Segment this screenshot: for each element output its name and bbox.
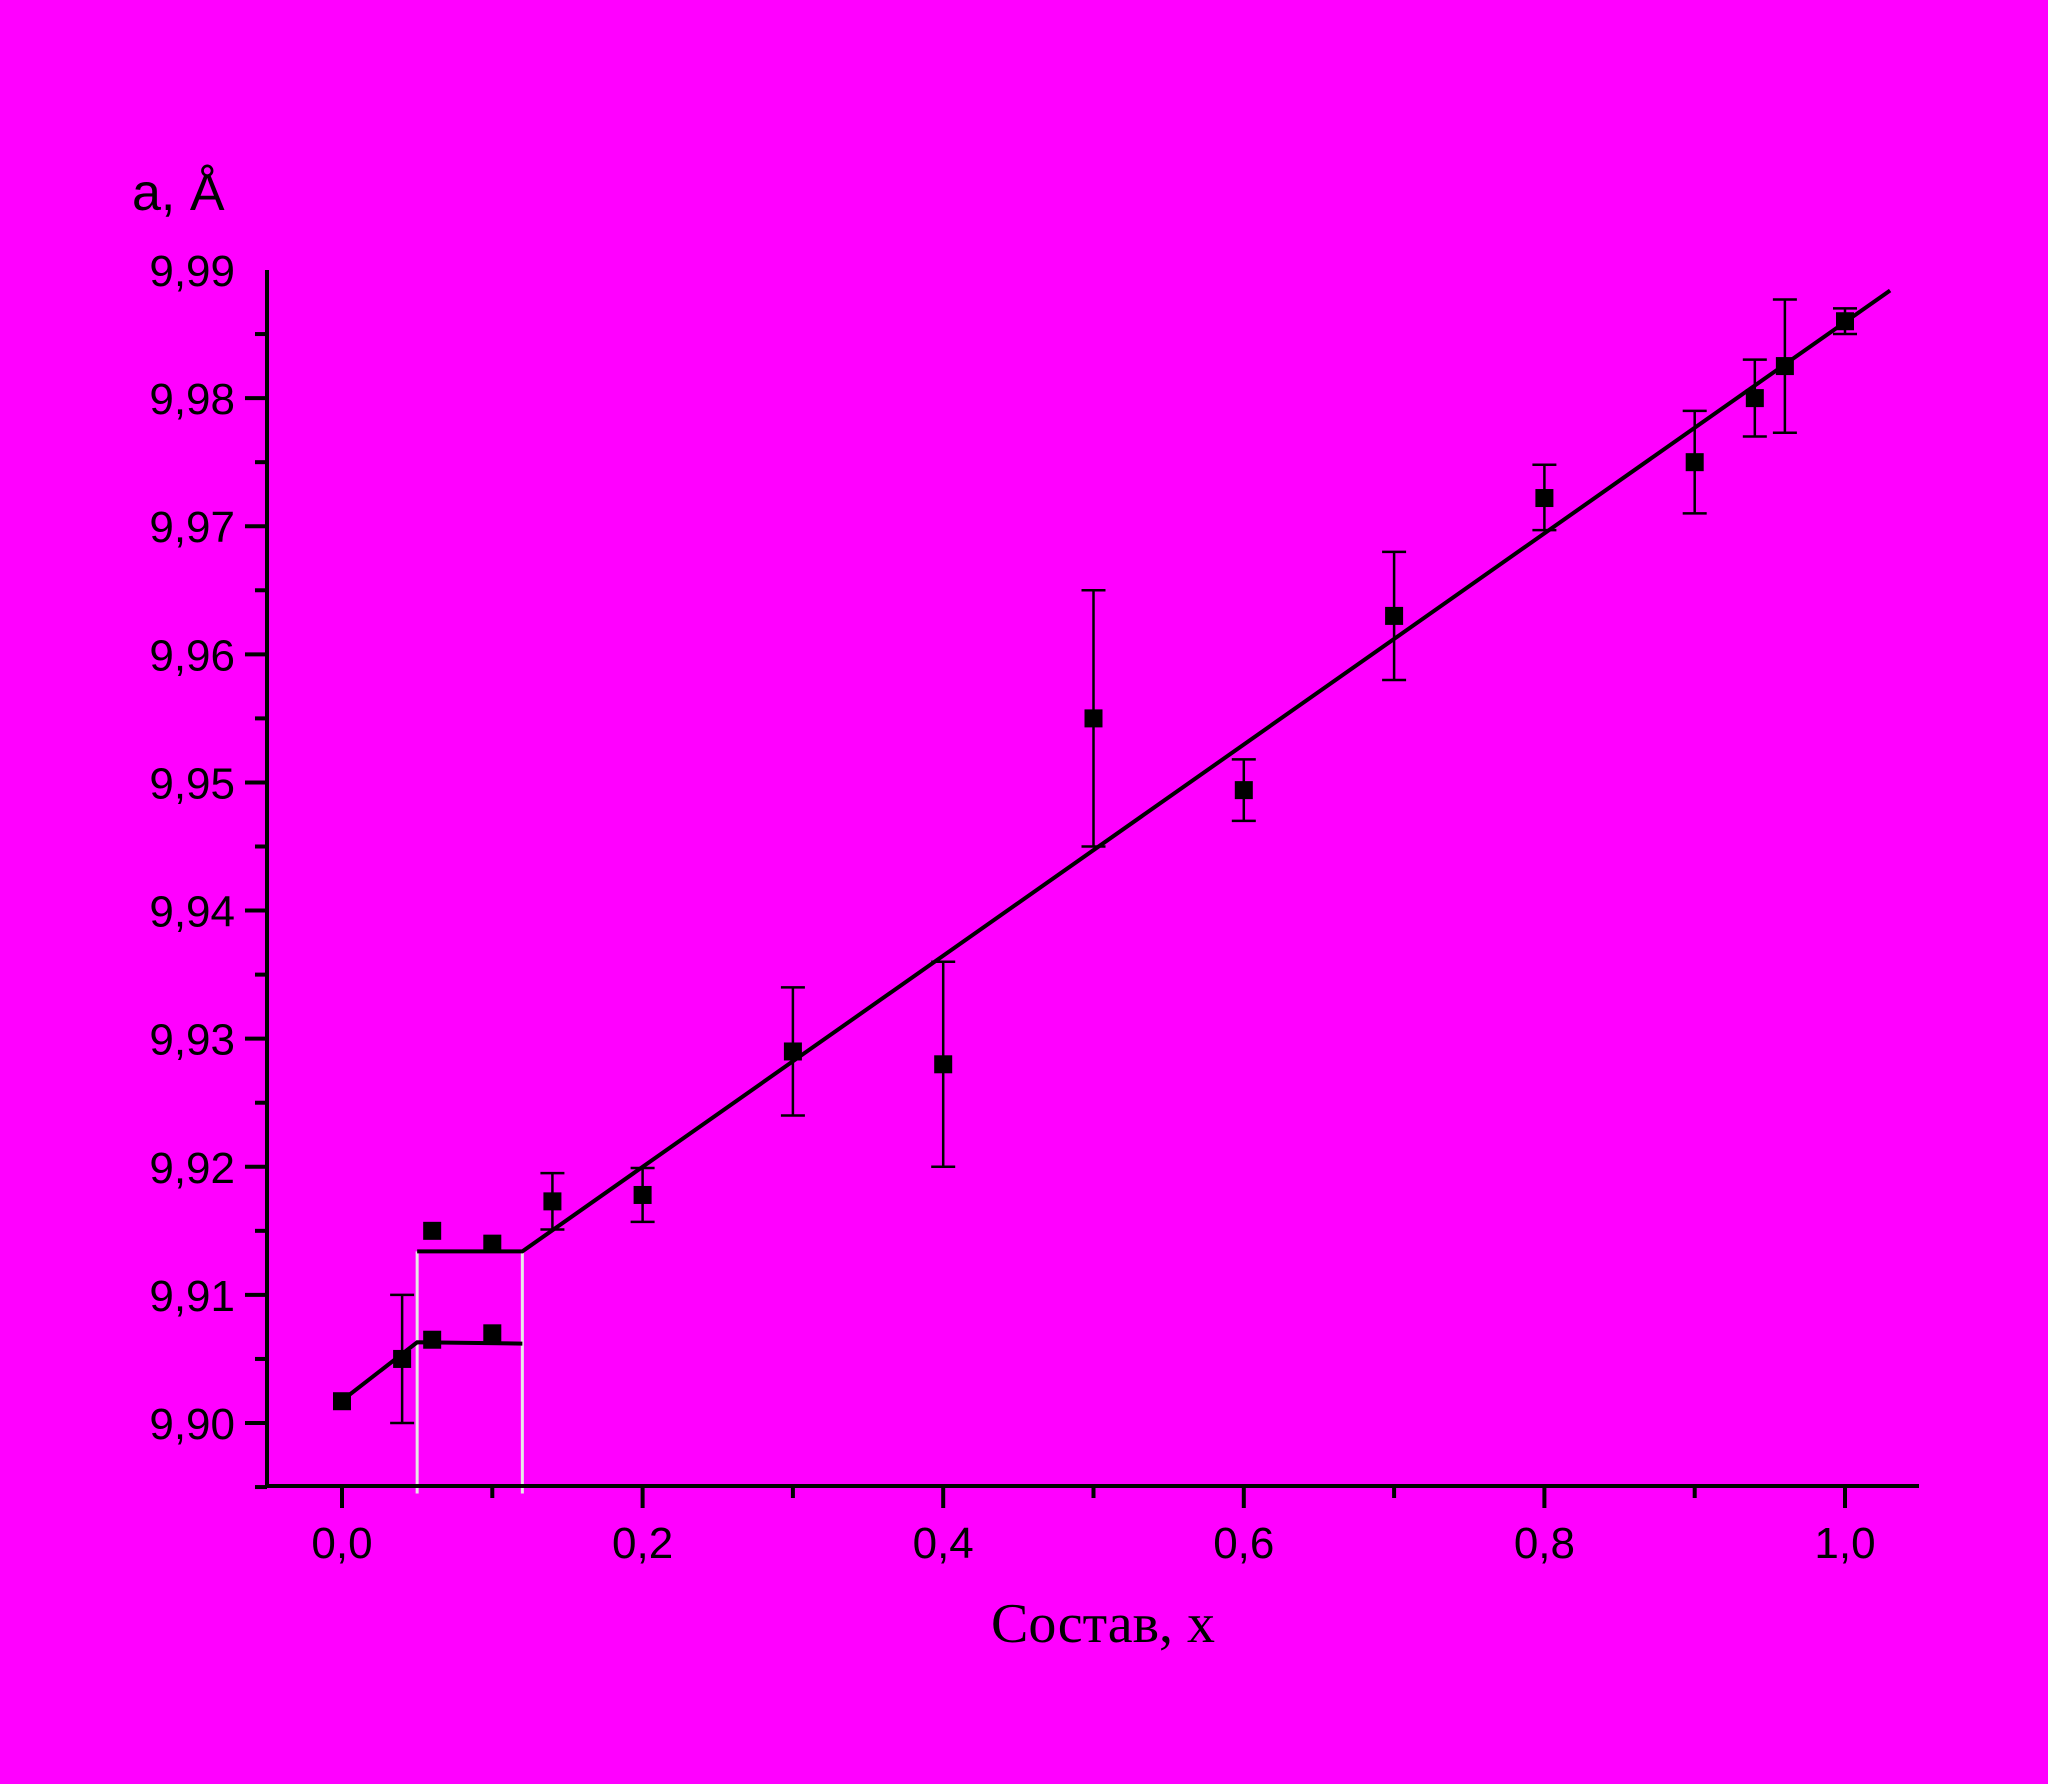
data-point [1836,312,1854,331]
data-point [1775,357,1794,376]
guide-lines [415,1251,524,1494]
y-tick-label: 9,92 [149,1144,235,1193]
y-tick-label: 9,90 [149,1400,235,1449]
x-tick-label: 0,4 [913,1519,974,1568]
y-tick-label: 9,95 [149,759,235,808]
data-point [1234,781,1253,800]
data-point [1084,709,1103,728]
fit-line [333,1340,523,1408]
data-point [483,1234,502,1253]
x-tick-label: 0,2 [612,1519,673,1568]
data-point [333,1392,351,1411]
y-tick-label: 9,96 [149,631,235,680]
fit-lines [333,288,1892,1408]
data-point [783,1042,802,1061]
y-tick-label: 9,93 [149,1016,235,1065]
data-points [333,312,1854,1411]
x-ticks: 0,0 0,2 0,4 0,6 0,8 1,0 [311,1486,1876,1568]
data-point [1685,453,1704,472]
y-tick-label: 9,97 [149,503,235,552]
x-tick-label: 0,0 [311,1519,372,1568]
data-point [633,1185,652,1204]
data-point [423,1221,442,1240]
x-tick-label: 0,6 [1213,1519,1274,1568]
y-tick-label: 9,98 [149,375,235,424]
y-tick-label: 9,91 [149,1272,235,1321]
data-point [423,1330,442,1349]
data-point [483,1324,502,1343]
fit-line [417,288,1892,1254]
y-tick-label: 9,94 [149,888,235,937]
data-point [543,1192,562,1211]
data-point [393,1349,412,1368]
x-tick-label: 1,0 [1814,1519,1875,1568]
x-tick-label: 0,8 [1514,1519,1575,1568]
data-point [1385,606,1404,625]
data-point [1535,489,1554,508]
y-ticks: 9,90 9,91 9,92 9,93 9,94 9,95 9,96 9,97 9,98 9,99 [149,247,267,1490]
data-point [934,1055,953,1074]
y-tick-label: 9,99 [149,247,235,296]
x-axis-label: Состав, x [991,1593,1215,1655]
y-axis-label: a, Å [132,164,225,222]
data-point [1745,389,1764,408]
